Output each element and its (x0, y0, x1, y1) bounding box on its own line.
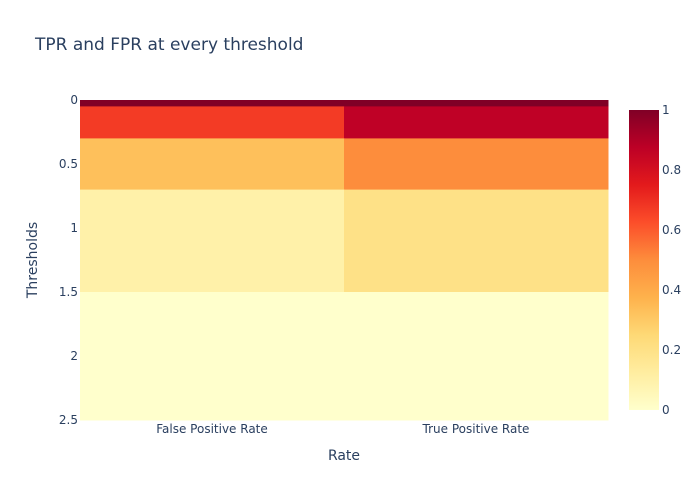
colorbar-ticks: 0 0.2 0.4 0.6 0.8 1 (662, 103, 681, 417)
y-axis-label: Thresholds (25, 222, 41, 299)
colorbar-tick-label: 0.8 (662, 163, 681, 177)
colorbar-tick-label: 0.2 (662, 343, 681, 357)
y-tick-label: 1.5 (59, 285, 78, 299)
y-tick-label: 0 (70, 93, 78, 107)
x-tick-label: True Positive Rate (422, 422, 530, 436)
colorbar (629, 110, 659, 410)
colorbar-tick-label: 1 (662, 103, 670, 117)
y-axis-ticks: 0 0.5 1 1.5 2 2.5 (59, 93, 78, 427)
x-tick-label: False Positive Rate (156, 422, 268, 436)
heatmap-cell (80, 138, 345, 191)
y-tick-label: 1 (70, 221, 78, 235)
heatmap-cell (344, 138, 609, 191)
y-tick-label: 2.5 (59, 413, 78, 427)
heatmap-cell (344, 106, 609, 139)
heatmap-cell (80, 189, 345, 293)
chart-title: TPR and FPR at every threshold (34, 35, 303, 55)
x-axis-ticks: False Positive Rate True Positive Rate (156, 422, 529, 436)
heatmap-cell (344, 292, 609, 421)
heatmap-cell (80, 106, 345, 139)
heatmap-cell (80, 100, 345, 107)
heatmap-cell (344, 189, 609, 293)
heatmap-cell (344, 100, 609, 107)
colorbar-tick-label: 0 (662, 403, 670, 417)
colorbar-tick-label: 0.6 (662, 223, 681, 237)
heatmap-cells (80, 100, 609, 421)
x-axis-label: Rate (328, 448, 360, 464)
heatmap-cell (80, 292, 345, 421)
colorbar-tick-label: 0.4 (662, 283, 681, 297)
y-tick-label: 0.5 (59, 157, 78, 171)
y-tick-label: 2 (70, 349, 78, 363)
